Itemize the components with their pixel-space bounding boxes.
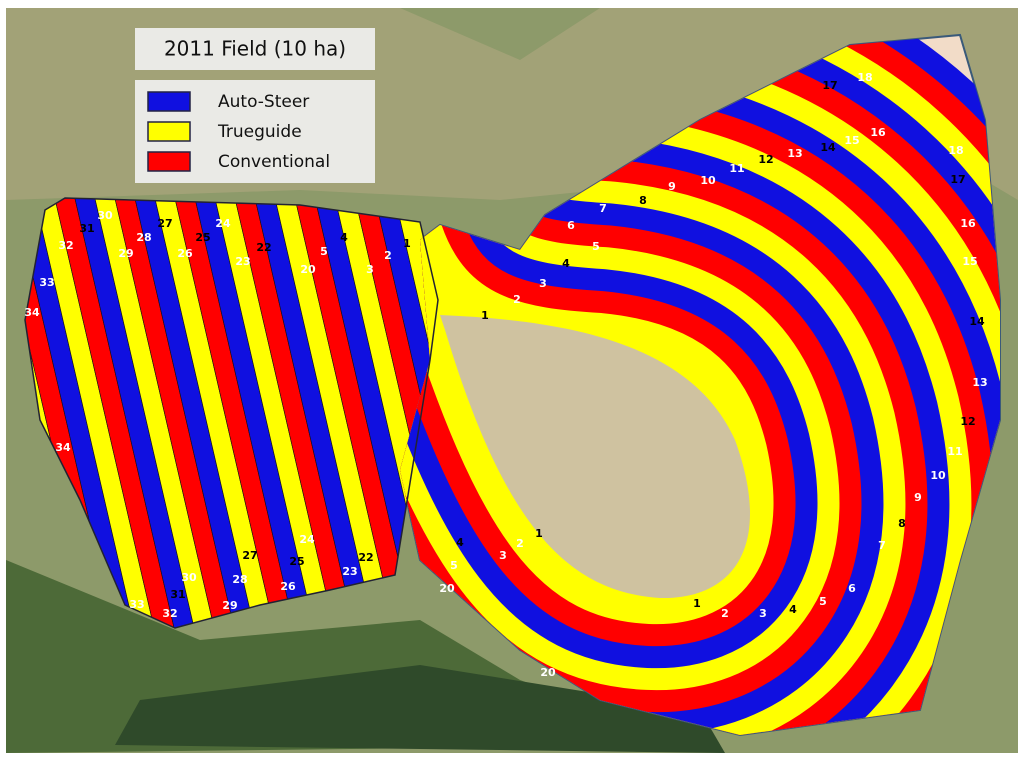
strip-label: 11 bbox=[947, 445, 962, 458]
strip-label: 32 bbox=[162, 607, 177, 620]
strip-label: 34 bbox=[24, 306, 40, 319]
strip-label: 2 bbox=[516, 537, 524, 550]
strip-label: 12 bbox=[960, 415, 975, 428]
strip-label: 3 bbox=[539, 277, 547, 290]
bare-center bbox=[440, 315, 751, 599]
strip-label: 28 bbox=[232, 573, 247, 586]
strip-label: 26 bbox=[177, 247, 193, 260]
title-box bbox=[135, 28, 375, 70]
strip-label: 2 bbox=[384, 249, 392, 262]
strip-label: 15 bbox=[844, 134, 859, 147]
strip-label: 25 bbox=[289, 555, 304, 568]
strip-label: 8 bbox=[639, 194, 647, 207]
strip-label: 2 bbox=[513, 293, 521, 306]
strip-label: 20 bbox=[439, 582, 455, 595]
strip-label: 33 bbox=[39, 276, 54, 289]
strip-label: 2 bbox=[721, 607, 729, 620]
strip-label: 16 bbox=[870, 126, 886, 139]
strip-label: 31 bbox=[170, 588, 185, 601]
strip-label: 7 bbox=[878, 539, 886, 552]
strip-label: 10 bbox=[930, 469, 946, 482]
strip-labels: 3433323130292827262524232220543213433323… bbox=[24, 71, 987, 679]
strip-label: 1 bbox=[535, 527, 543, 540]
strip-label: 17 bbox=[950, 173, 965, 186]
left-outline bbox=[24, 197, 439, 629]
strip-label: 30 bbox=[181, 571, 197, 584]
strip-label: 4 bbox=[562, 257, 570, 270]
legend-label: Conventional bbox=[218, 152, 330, 172]
strip-label: 13 bbox=[972, 376, 987, 389]
strip-label: 3 bbox=[499, 549, 507, 562]
strip-label: 4 bbox=[456, 536, 464, 549]
strip-label: 18 bbox=[857, 71, 872, 84]
strip-label: 16 bbox=[960, 217, 976, 230]
map-title: 2011 Field (10 ha) bbox=[164, 37, 346, 61]
strip-label: 13 bbox=[787, 147, 802, 160]
strip-label: 6 bbox=[848, 582, 856, 595]
strip-label: 23 bbox=[342, 565, 357, 578]
strip-label: 33 bbox=[129, 598, 144, 611]
strip-label: 15 bbox=[962, 255, 977, 268]
strip-label: 29 bbox=[222, 599, 237, 612]
strip-label: 14 bbox=[820, 141, 836, 154]
strip-label: 20 bbox=[540, 666, 556, 679]
strip-label: 24 bbox=[299, 533, 315, 546]
strip-label: 32 bbox=[58, 239, 73, 252]
strip-label: 26 bbox=[280, 580, 296, 593]
strip-label: 22 bbox=[256, 241, 271, 254]
legend: Auto-Steer Trueguide Conventional bbox=[147, 91, 330, 172]
strip-label: 29 bbox=[118, 247, 133, 260]
strip-label: 3 bbox=[366, 263, 374, 276]
legend-swatch bbox=[147, 91, 191, 112]
strip-label: 7 bbox=[599, 202, 607, 215]
dark-field bbox=[115, 665, 725, 753]
strip-label: 18 bbox=[948, 144, 963, 157]
strip-label: 23 bbox=[235, 255, 250, 268]
strip-label: 34 bbox=[55, 441, 71, 454]
strip-label: 3 bbox=[759, 607, 767, 620]
strip-label: 4 bbox=[340, 231, 348, 244]
strip-label: 5 bbox=[592, 240, 600, 253]
legend-label: Auto-Steer bbox=[218, 92, 309, 112]
strip-label: 20 bbox=[300, 263, 316, 276]
strip-label: 22 bbox=[358, 551, 373, 564]
strip-label: 5 bbox=[450, 559, 458, 572]
strip-label: 12 bbox=[758, 153, 773, 166]
strip-label: 1 bbox=[403, 237, 411, 250]
strip-label: 25 bbox=[195, 231, 210, 244]
strip-label: 5 bbox=[819, 595, 827, 608]
strip-label: 17 bbox=[822, 79, 837, 92]
strip-label: 1 bbox=[693, 597, 701, 610]
strip-label: 1 bbox=[481, 309, 489, 322]
strip-label: 27 bbox=[242, 549, 257, 562]
strip-label: 11 bbox=[729, 162, 744, 175]
strip-label: 24 bbox=[215, 217, 231, 230]
strip-label: 30 bbox=[97, 209, 113, 222]
strip-label: 14 bbox=[969, 315, 985, 328]
strip-label: 4 bbox=[789, 603, 797, 616]
strip-label: 31 bbox=[79, 222, 94, 235]
strip-label: 27 bbox=[157, 217, 172, 230]
legend-label: Trueguide bbox=[217, 122, 302, 142]
legend-swatch bbox=[147, 151, 191, 172]
strip-label: 5 bbox=[320, 245, 328, 258]
strip-label: 6 bbox=[567, 219, 575, 232]
strip-label: 8 bbox=[898, 517, 906, 530]
strip-label: 9 bbox=[668, 180, 676, 193]
strip-label: 9 bbox=[914, 491, 922, 504]
strip-label: 28 bbox=[136, 231, 151, 244]
legend-swatch bbox=[147, 121, 191, 142]
strip-label: 10 bbox=[700, 174, 716, 187]
